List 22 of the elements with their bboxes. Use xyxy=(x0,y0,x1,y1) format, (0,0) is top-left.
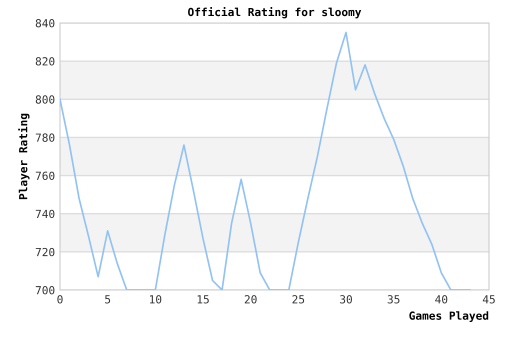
line-series xyxy=(60,32,471,290)
y-tick-label: 780 xyxy=(36,133,54,142)
x-tick-label: 10 xyxy=(150,295,162,304)
y-tick-label: 720 xyxy=(36,248,54,256)
y-tick-label: 840 xyxy=(36,19,54,28)
x-tick-label: 5 xyxy=(105,295,110,304)
x-tick-label: 40 xyxy=(435,295,448,304)
x-tick-label: 20 xyxy=(244,295,257,304)
x-tick-label: 30 xyxy=(340,295,352,304)
y-tick-label: 820 xyxy=(36,57,54,66)
y-tick-label: 740 xyxy=(36,210,54,218)
y-tick-label: 800 xyxy=(36,95,54,104)
chart-title: Official Rating for sloomy xyxy=(188,7,362,18)
x-tick-label: 45 xyxy=(482,295,495,304)
x-axis-title: Games Played xyxy=(409,311,488,322)
x-tick-label: 35 xyxy=(388,295,400,304)
x-tick-label: 0 xyxy=(57,295,63,304)
x-tick-label: 15 xyxy=(198,295,209,304)
x-tick-label: 25 xyxy=(292,295,304,304)
y-axis-title: Player Rating xyxy=(18,114,30,200)
y-tick-label: 760 xyxy=(36,172,54,180)
y-tick-label: 700 xyxy=(36,286,54,294)
